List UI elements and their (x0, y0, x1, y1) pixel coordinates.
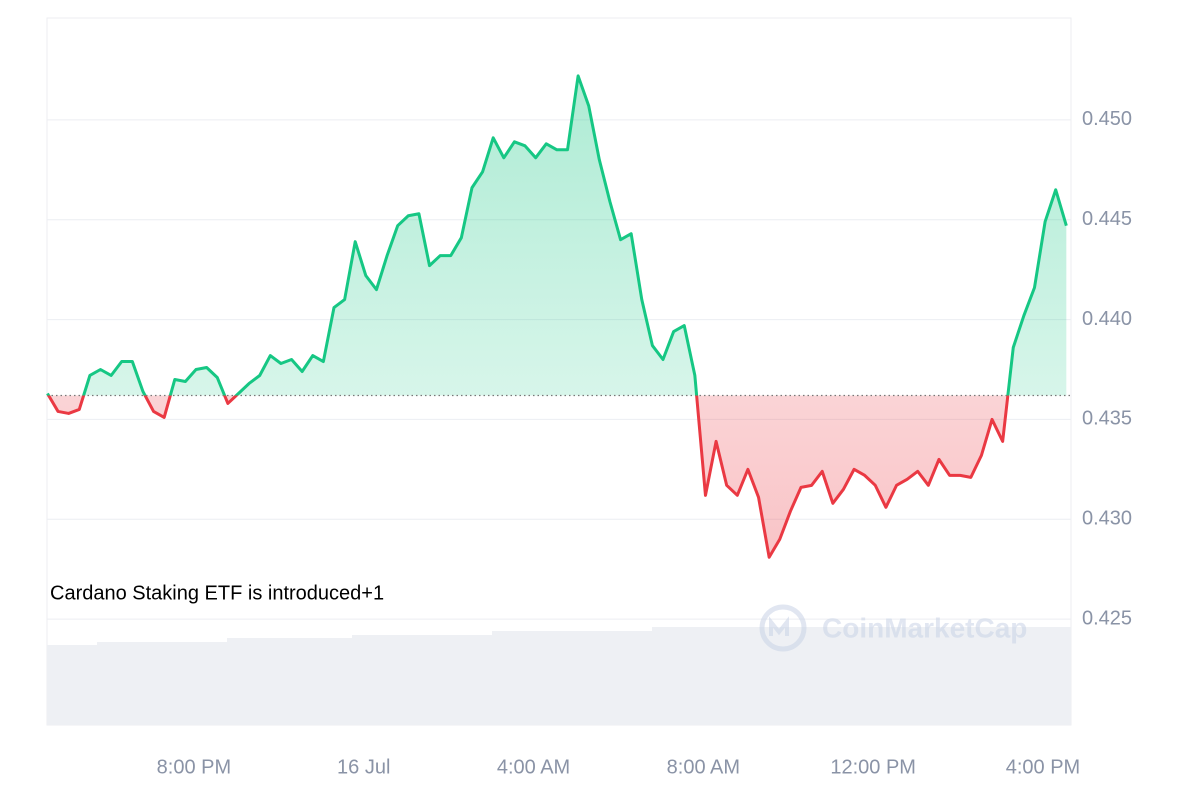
x-tick-label: 4:00 PM (1006, 756, 1080, 778)
watermark: CoinMarketCap (759, 604, 1027, 652)
area-down (48, 395, 1008, 558)
x-tick-label: 16 Jul (337, 756, 390, 778)
y-tick-label: 0.425 (1082, 607, 1132, 629)
x-tick-label: 4:00 AM (497, 756, 570, 778)
y-tick-label: 0.440 (1082, 308, 1132, 330)
y-tick-label: 0.435 (1082, 408, 1132, 430)
y-tick-label: 0.430 (1082, 508, 1132, 530)
watermark-text: CoinMarketCap (822, 612, 1027, 643)
annotation: Cardano Staking ETF is introduced+1 (50, 582, 384, 604)
price-line-up (46, 74, 1068, 396)
price-line-down (46, 395, 1010, 559)
area-up (47, 75, 1067, 396)
x-tick-label: 8:00 AM (667, 756, 740, 778)
y-tick-label: 0.445 (1082, 208, 1132, 230)
y-tick-label: 0.450 (1082, 108, 1132, 130)
x-tick-label: 8:00 PM (157, 756, 231, 778)
x-tick-label: 12:00 PM (830, 756, 916, 778)
volume-band (47, 627, 1071, 725)
